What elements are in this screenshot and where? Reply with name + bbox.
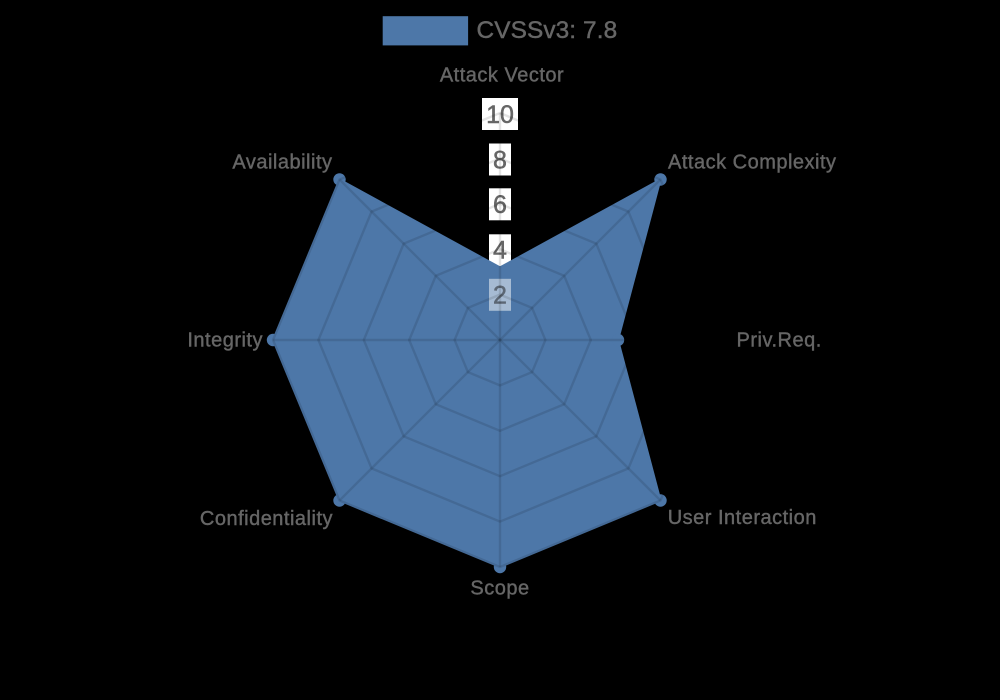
svg-text:Confidentiality: Confidentiality: [200, 508, 333, 530]
svg-text:Availability: Availability: [232, 151, 332, 173]
svg-text:2: 2: [493, 282, 507, 310]
svg-text:Priv.Req.: Priv.Req.: [737, 330, 822, 352]
svg-text:Integrity: Integrity: [187, 329, 263, 351]
svg-text:Attack Vector: Attack Vector: [440, 65, 564, 87]
svg-text:User Interaction: User Interaction: [668, 507, 817, 529]
svg-text:10: 10: [486, 101, 514, 129]
svg-text:CVSSv3: 7.8: CVSSv3: 7.8: [477, 17, 618, 44]
svg-text:8: 8: [493, 147, 507, 175]
svg-text:Attack Complexity: Attack Complexity: [668, 152, 837, 174]
svg-text:4: 4: [493, 237, 507, 265]
svg-text:6: 6: [493, 191, 507, 219]
svg-text:Scope: Scope: [470, 578, 529, 600]
